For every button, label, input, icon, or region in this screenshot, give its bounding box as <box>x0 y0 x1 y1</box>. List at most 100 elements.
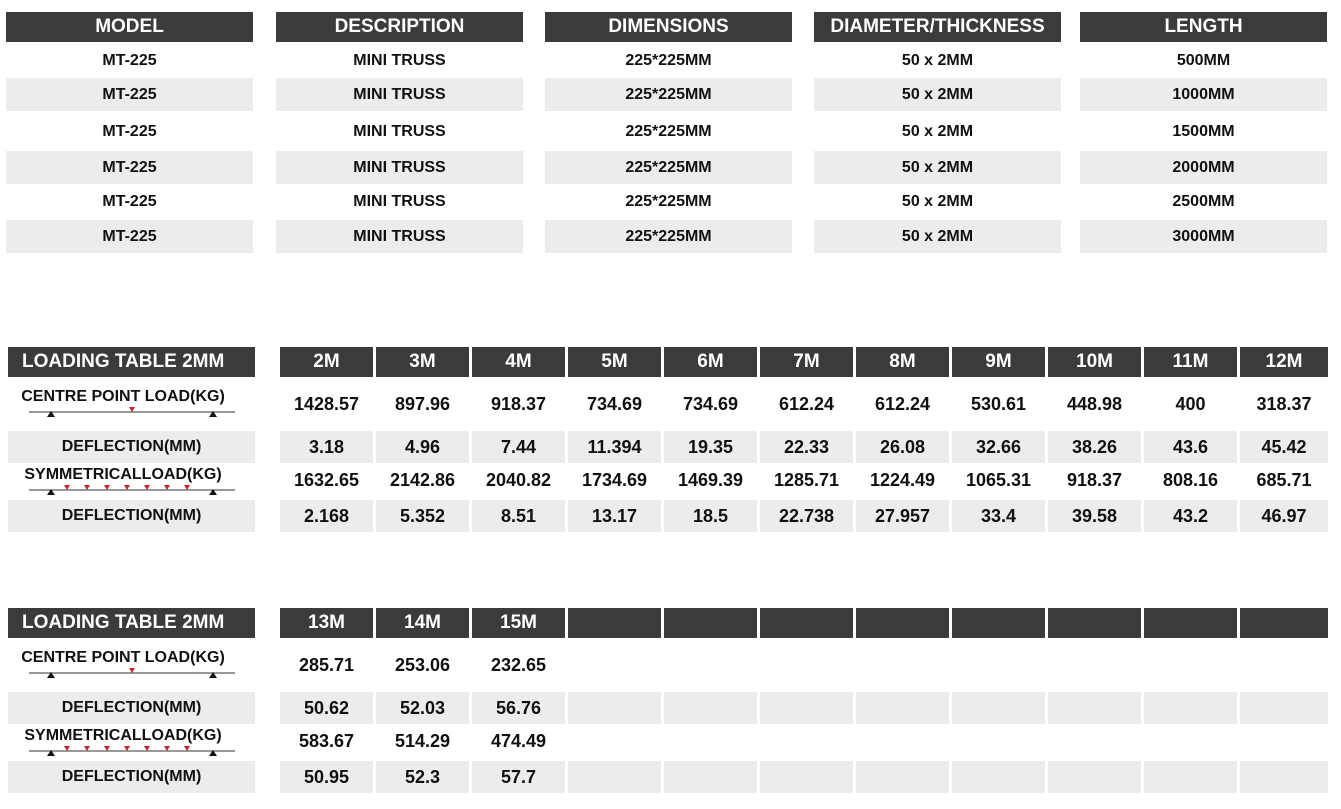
value-cell: 808.16 <box>1162 469 1219 490</box>
empty-cell <box>952 692 1045 724</box>
value-cell: 3.18 <box>280 431 373 463</box>
value-cell: 2142.86 <box>389 469 456 490</box>
value-cell: 19.35 <box>664 431 757 463</box>
row-label: SYMMETRICALLOAD(KG) <box>24 727 222 744</box>
beam-icon <box>29 668 235 678</box>
table-cell: 2000MM <box>1080 151 1327 184</box>
header-cell: MODEL <box>6 12 253 42</box>
value-cell: 43.2 <box>1144 500 1237 532</box>
value-cell: 32.66 <box>952 431 1045 463</box>
row-label: DEFLECTION(MM) <box>8 692 255 724</box>
table-cell: MINI TRUSS <box>353 51 446 69</box>
column-header: 2M <box>280 347 373 377</box>
empty-cell <box>664 761 757 793</box>
value-cell: 1428.57 <box>293 393 360 414</box>
column-header: 4M <box>472 347 565 377</box>
column-header: 9M <box>952 347 1045 377</box>
value-cell: 400 <box>1175 393 1206 414</box>
value-cell: 22.33 <box>760 431 853 463</box>
column-header: 11M <box>1144 347 1237 377</box>
table-cell: MT-225 <box>6 220 253 253</box>
empty-cell <box>1048 692 1141 724</box>
value-cell: 52.3 <box>376 761 469 793</box>
value-cell: 56.76 <box>472 692 565 724</box>
row-label: CENTRE POINT LOAD(KG) <box>21 388 225 405</box>
header-cell: DESCRIPTION <box>276 12 523 42</box>
table-cell: 2500MM <box>1172 192 1235 210</box>
table-cell: 225*225MM <box>625 122 712 140</box>
empty-cell <box>1144 692 1237 724</box>
table-cell: MT-225 <box>102 192 157 210</box>
value-cell: 318.37 <box>1256 393 1312 414</box>
value-cell: 1632.65 <box>293 469 360 490</box>
table-cell: 500MM <box>1176 51 1231 69</box>
table-cell: MT-225 <box>102 51 157 69</box>
table-cell: 225*225MM <box>625 192 712 210</box>
value-cell: 39.58 <box>1048 500 1141 532</box>
value-cell: 5.352 <box>376 500 469 532</box>
value-cell: 57.7 <box>472 761 565 793</box>
value-cell: 285.71 <box>298 654 355 675</box>
table-cell: 50 x 2MM <box>814 220 1061 253</box>
row-label: DEFLECTION(MM) <box>8 761 255 793</box>
value-cell: 1469.39 <box>677 469 744 490</box>
table-cell: 50 x 2MM <box>901 122 974 140</box>
column-header: 15M <box>472 608 565 638</box>
column-header-empty <box>1240 608 1328 638</box>
value-cell: 2040.82 <box>485 469 552 490</box>
empty-cell <box>568 761 661 793</box>
value-cell: 1065.31 <box>965 469 1032 490</box>
table-cell: 225*225MM <box>545 78 792 111</box>
empty-cell <box>664 692 757 724</box>
value-cell: 7.44 <box>472 431 565 463</box>
table-cell: 50 x 2MM <box>814 151 1061 184</box>
table-cell: 225*225MM <box>545 151 792 184</box>
table-cell: MINI TRUSS <box>353 192 446 210</box>
row-label: DEFLECTION(MM) <box>8 431 255 463</box>
beam-icon <box>29 407 235 417</box>
value-cell: 612.24 <box>778 393 835 414</box>
value-cell: 514.29 <box>394 730 451 751</box>
value-cell: 918.37 <box>1066 469 1123 490</box>
value-cell: 734.69 <box>586 393 643 414</box>
table-cell: 50 x 2MM <box>901 51 974 69</box>
value-cell: 8.51 <box>472 500 565 532</box>
beam-icon <box>29 746 235 756</box>
row-label: CENTRE POINT LOAD(KG) <box>21 649 225 666</box>
table-cell: 225*225MM <box>625 51 712 69</box>
empty-cell <box>856 761 949 793</box>
table-cell: MT-225 <box>6 151 253 184</box>
column-header-empty <box>568 608 661 638</box>
header-cell: DIMENSIONS <box>545 12 792 42</box>
empty-cell <box>952 761 1045 793</box>
table-cell: 50 x 2MM <box>814 78 1061 111</box>
column-header-empty <box>952 608 1045 638</box>
value-cell: 18.5 <box>664 500 757 532</box>
table-cell: 1500MM <box>1172 122 1235 140</box>
column-header: 13M <box>280 608 373 638</box>
column-header: 5M <box>568 347 661 377</box>
value-cell: 474.49 <box>490 730 547 751</box>
column-header-empty <box>760 608 853 638</box>
value-cell: 4.96 <box>376 431 469 463</box>
column-header: 12M <box>1240 347 1328 377</box>
empty-cell <box>1144 761 1237 793</box>
row-label: DEFLECTION(MM) <box>8 500 255 532</box>
value-cell: 1224.49 <box>869 469 936 490</box>
value-cell: 530.61 <box>970 393 1027 414</box>
value-cell: 612.24 <box>874 393 931 414</box>
column-header: 8M <box>856 347 949 377</box>
empty-cell <box>1240 692 1328 724</box>
table-cell: MT-225 <box>102 122 157 140</box>
value-cell: 232.65 <box>490 654 547 675</box>
empty-cell <box>856 692 949 724</box>
beam-icon <box>29 485 235 495</box>
column-header-empty <box>1144 608 1237 638</box>
table-cell: MINI TRUSS <box>276 220 523 253</box>
column-header: 3M <box>376 347 469 377</box>
column-header: 7M <box>760 347 853 377</box>
table-cell: 50 x 2MM <box>901 192 974 210</box>
header-cell: LENGTH <box>1080 12 1327 42</box>
table-cell: 3000MM <box>1080 220 1327 253</box>
